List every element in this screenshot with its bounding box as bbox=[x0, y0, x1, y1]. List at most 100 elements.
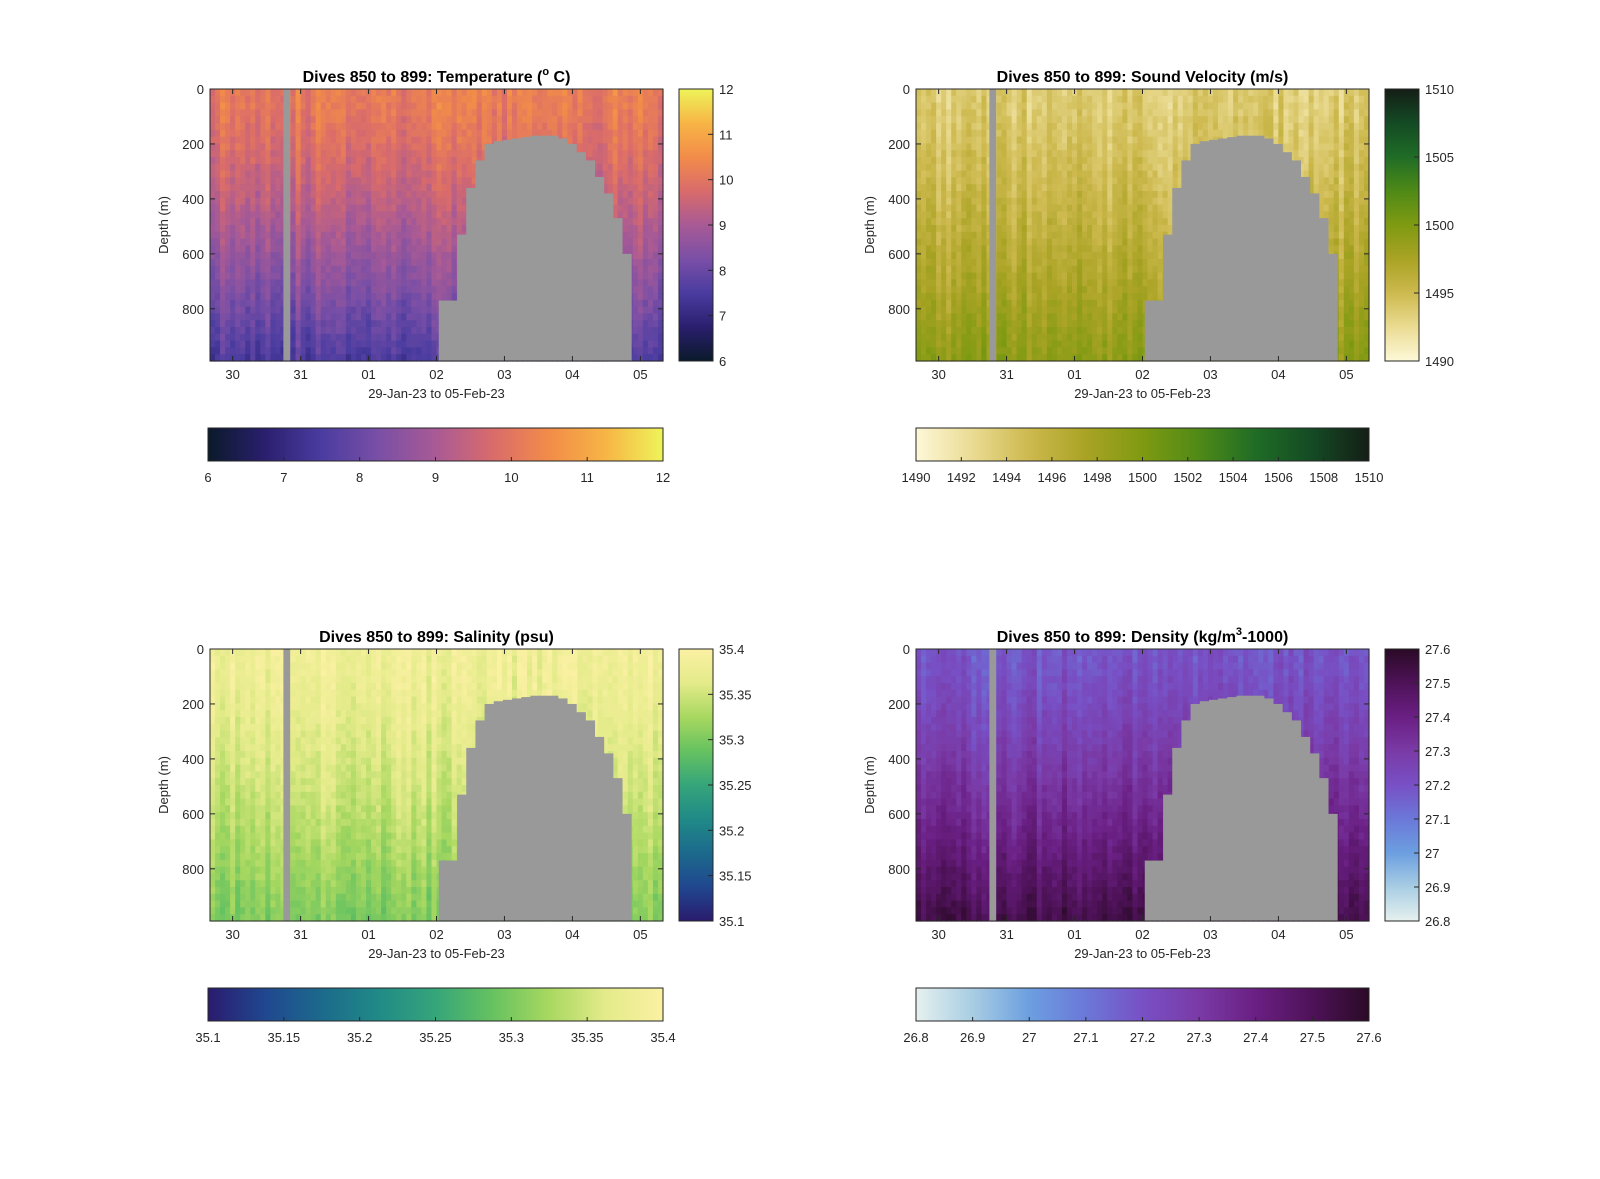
colorbar-tick-label: 1490 bbox=[1425, 354, 1454, 369]
colorbar-tick-label: 35.3 bbox=[719, 733, 744, 748]
colorbar-tick-label: 1510 bbox=[1425, 82, 1454, 97]
x-tick-label: 30 bbox=[931, 927, 945, 942]
y-tick-label: 200 bbox=[182, 697, 204, 712]
y-tick-label: 600 bbox=[888, 247, 910, 262]
colorbar-horizontal bbox=[207, 427, 664, 462]
hcolorbar-tick-label: 27.2 bbox=[1130, 1030, 1155, 1045]
hcolorbar-tick-label: 35.4 bbox=[650, 1030, 675, 1045]
x-tick-label: 04 bbox=[1271, 367, 1285, 382]
colorbar-vertical bbox=[1384, 88, 1420, 362]
x-tick-label: 03 bbox=[497, 927, 511, 942]
hcolorbar-tick-label: 11 bbox=[580, 470, 594, 485]
colorbar-vertical bbox=[678, 88, 714, 362]
y-axis-label: Depth (m) bbox=[156, 756, 171, 814]
x-tick-label: 31 bbox=[999, 927, 1013, 942]
x-tick-label: 04 bbox=[1271, 927, 1285, 942]
x-axis-label: 29-Jan-23 to 05-Feb-23 bbox=[1074, 946, 1211, 961]
hcolorbar-tick-label: 35.15 bbox=[268, 1030, 301, 1045]
hcolorbar-tick-label: 1492 bbox=[947, 470, 976, 485]
x-tick-label: 01 bbox=[361, 367, 375, 382]
colorbar-tick-label: 9 bbox=[719, 218, 726, 233]
nodata-gap bbox=[1144, 695, 1338, 921]
colorbar-tick-label: 8 bbox=[719, 263, 726, 278]
x-tick-label: 04 bbox=[565, 927, 579, 942]
x-tick-label: 30 bbox=[931, 367, 945, 382]
y-tick-label: 400 bbox=[182, 752, 204, 767]
heatmap-cells bbox=[210, 89, 664, 362]
colorbar-tick-label: 27.1 bbox=[1425, 812, 1450, 827]
hcolorbar-tick-label: 27.3 bbox=[1186, 1030, 1211, 1045]
y-tick-label: 0 bbox=[197, 82, 204, 97]
hcolorbar-tick-label: 8 bbox=[356, 470, 363, 485]
x-tick-label: 01 bbox=[1067, 927, 1081, 942]
hcolorbar-tick-label: 27.4 bbox=[1243, 1030, 1268, 1045]
x-tick-label: 31 bbox=[293, 367, 307, 382]
y-tick-label: 800 bbox=[182, 302, 204, 317]
panel-1: 0 200 400 600 800 30 31 01 02 03 04 05 29-Jan-23 to … bbox=[862, 69, 1454, 485]
x-tick-label: 05 bbox=[1339, 367, 1353, 382]
colorbar-tick-label: 35.4 bbox=[719, 642, 744, 657]
colorbar-horizontal bbox=[915, 987, 1370, 1022]
hcolorbar-tick-label: 35.35 bbox=[571, 1030, 604, 1045]
nodata-gap bbox=[1144, 135, 1338, 361]
colorbar-tick-label: 27.3 bbox=[1425, 744, 1450, 759]
y-tick-label: 600 bbox=[182, 807, 204, 822]
colorbar-tick-label: 12 bbox=[719, 82, 733, 97]
y-tick-label: 200 bbox=[182, 137, 204, 152]
y-axis-label: Depth (m) bbox=[862, 756, 877, 814]
y-tick-label: 800 bbox=[888, 302, 910, 317]
y-tick-label: 0 bbox=[197, 642, 204, 657]
x-tick-label: 30 bbox=[225, 927, 239, 942]
hcolorbar-tick-label: 6 bbox=[204, 470, 211, 485]
hcolorbar-tick-label: 27.1 bbox=[1073, 1030, 1098, 1045]
y-tick-label: 0 bbox=[903, 642, 910, 657]
y-tick-label: 800 bbox=[182, 862, 204, 877]
x-tick-label: 02 bbox=[429, 367, 443, 382]
hcolorbar-tick-label: 1498 bbox=[1083, 470, 1112, 485]
x-tick-label: 01 bbox=[1067, 367, 1081, 382]
chart-title: Dives 850 to 899: Density (kg/m3-1000) bbox=[997, 626, 1289, 646]
colorbar-tick-label: 35.25 bbox=[719, 778, 752, 793]
chart-title: Dives 850 to 899: Temperature (o C) bbox=[303, 66, 571, 86]
x-tick-label: 05 bbox=[1339, 927, 1353, 942]
colorbar-tick-label: 27 bbox=[1425, 846, 1439, 861]
y-tick-label: 0 bbox=[903, 82, 910, 97]
x-tick-label: 01 bbox=[361, 927, 375, 942]
colorbar-tick-label: 11 bbox=[719, 127, 733, 142]
hcolorbar-tick-label: 1502 bbox=[1173, 470, 1202, 485]
x-tick-label: 05 bbox=[633, 367, 647, 382]
x-tick-label: 02 bbox=[429, 927, 443, 942]
nodata-stripe bbox=[283, 89, 291, 361]
hcolorbar-tick-label: 1510 bbox=[1355, 470, 1384, 485]
colorbar-tick-label: 35.2 bbox=[719, 823, 744, 838]
colorbar-tick-label: 27.4 bbox=[1425, 710, 1450, 725]
x-tick-label: 04 bbox=[565, 367, 579, 382]
colorbar-tick-label: 6 bbox=[719, 354, 726, 369]
colorbar-tick-label: 26.9 bbox=[1425, 880, 1450, 895]
y-tick-label: 200 bbox=[888, 697, 910, 712]
y-tick-label: 400 bbox=[888, 752, 910, 767]
colorbar-tick-label: 26.8 bbox=[1425, 914, 1450, 929]
hcolorbar-tick-label: 1490 bbox=[902, 470, 931, 485]
hcolorbar-tick-label: 35.1 bbox=[195, 1030, 220, 1045]
nodata-stripe bbox=[989, 89, 997, 361]
hcolorbar-tick-label: 27 bbox=[1022, 1030, 1036, 1045]
hcolorbar-tick-label: 12 bbox=[656, 470, 670, 485]
colorbar-horizontal bbox=[207, 987, 664, 1022]
colorbar-horizontal bbox=[915, 427, 1370, 462]
y-axis-label: Depth (m) bbox=[862, 196, 877, 254]
colorbar-tick-label: 35.15 bbox=[719, 869, 752, 884]
x-axis-label: 29-Jan-23 to 05-Feb-23 bbox=[368, 946, 505, 961]
hcolorbar-tick-label: 35.2 bbox=[347, 1030, 372, 1045]
colorbar-tick-label: 1495 bbox=[1425, 286, 1454, 301]
x-tick-label: 03 bbox=[1203, 367, 1217, 382]
y-tick-label: 200 bbox=[888, 137, 910, 152]
y-tick-label: 400 bbox=[888, 192, 910, 207]
colorbar-tick-label: 27.2 bbox=[1425, 778, 1450, 793]
y-axis-label: Depth (m) bbox=[156, 196, 171, 254]
hcolorbar-tick-label: 1504 bbox=[1219, 470, 1248, 485]
x-tick-label: 05 bbox=[633, 927, 647, 942]
hcolorbar-tick-label: 1506 bbox=[1264, 470, 1293, 485]
nodata-gap bbox=[438, 135, 632, 361]
x-axis-label: 29-Jan-23 to 05-Feb-23 bbox=[368, 386, 505, 401]
